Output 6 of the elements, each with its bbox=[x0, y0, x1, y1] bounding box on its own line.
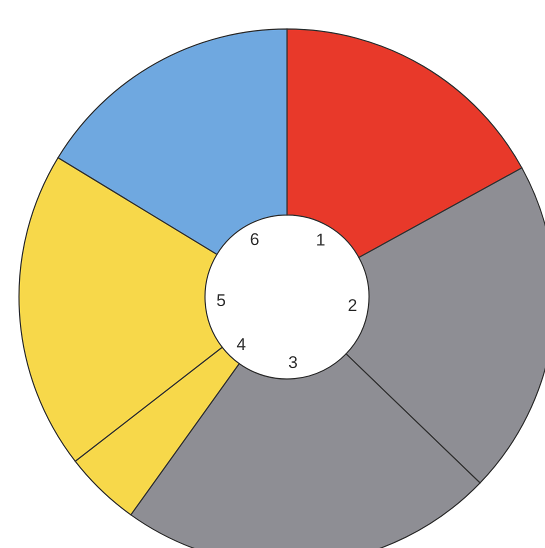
slice-label: 4 bbox=[236, 335, 246, 354]
slice-label: 5 bbox=[216, 291, 226, 310]
slice-label: 3 bbox=[288, 353, 298, 372]
slice-label: 1 bbox=[316, 230, 326, 250]
slice-label: 6 bbox=[250, 230, 260, 249]
slice-label: 2 bbox=[348, 296, 358, 316]
